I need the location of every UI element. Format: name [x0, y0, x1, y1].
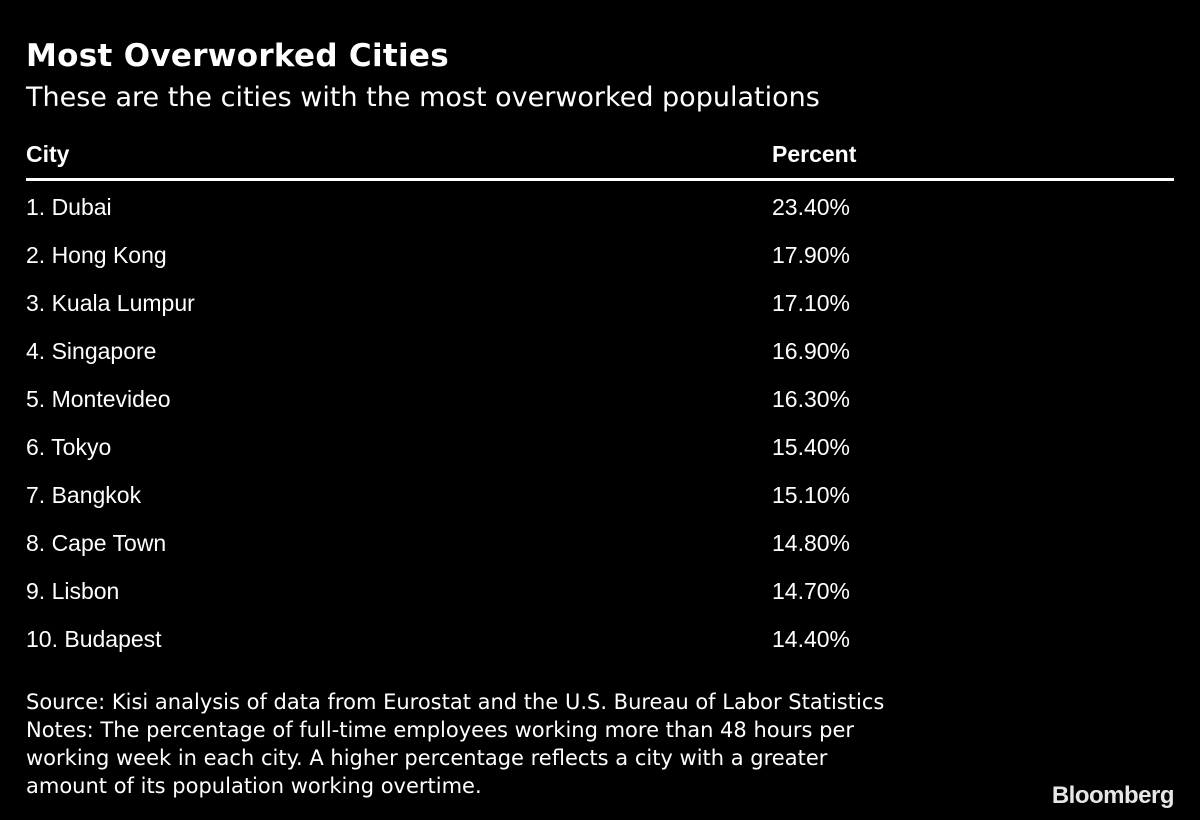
table-header: City Percent: [26, 134, 1174, 181]
chart-subtitle: These are the cities with the most overw…: [26, 82, 820, 113]
table-row: 9. Lisbon 14.70%: [26, 567, 1174, 615]
table-row: 8. Cape Town 14.80%: [26, 519, 1174, 567]
column-header-percent: Percent: [772, 141, 857, 167]
table-row: 1. Dubai 23.40%: [26, 183, 1174, 231]
percent-cell: 15.40%: [772, 434, 851, 460]
bloomberg-logo: Bloomberg: [1051, 782, 1175, 809]
notes-line: Notes: The percentage of full-time emplo…: [26, 718, 855, 742]
city-cell: 3. Kuala Lumpur: [26, 290, 195, 316]
percent-cell: 17.10%: [772, 290, 851, 316]
city-cell: 2. Hong Kong: [26, 242, 167, 268]
city-cell: 9. Lisbon: [26, 578, 120, 604]
table-body: 1. Dubai 23.40% 2. Hong Kong 17.90% 3. Kuala…: [26, 181, 1174, 711]
city-cell: 8. Cape Town: [26, 530, 167, 556]
source-note: Source: Kisi analysis of data from Euros…: [26, 690, 885, 714]
footnotes: Source: Kisi analysis of data from Euros…: [26, 688, 884, 800]
ranking-table: City Percent 1. Dubai 23.40% 2. Hong Kong 1…: [26, 134, 1174, 711]
table-row: 7. Bangkok 15.10%: [26, 471, 1174, 519]
column-header-city: City: [26, 141, 70, 167]
percent-cell: 16.30%: [772, 386, 851, 412]
table-row: 6. Tokyo 15.40%: [26, 423, 1174, 471]
city-cell: 5. Montevideo: [26, 386, 171, 412]
city-cell: 10. Budapest: [26, 626, 162, 652]
chart-title: Most Overworked Cities: [26, 38, 449, 74]
city-cell: 1. Dubai: [26, 194, 112, 220]
table-row: 2. Hong Kong 17.90%: [26, 231, 1174, 279]
table-row: 3. Kuala Lumpur 17.10%: [26, 279, 1174, 327]
percent-cell: 23.40%: [772, 194, 851, 220]
notes-line: amount of its population working overtim…: [26, 774, 482, 798]
city-cell: 6. Tokyo: [26, 434, 112, 460]
table-row: 5. Montevideo 16.30%: [26, 375, 1174, 423]
percent-cell: 16.90%: [772, 338, 851, 364]
percent-cell: 17.90%: [772, 242, 851, 268]
city-cell: 7. Bangkok: [26, 482, 142, 508]
city-cell: 4. Singapore: [26, 338, 157, 364]
percent-cell: 14.70%: [772, 578, 851, 604]
table-row: 4. Singapore 16.90%: [26, 327, 1174, 375]
percent-cell: 15.10%: [772, 482, 851, 508]
notes-line: working week in each city. A higher perc…: [26, 746, 828, 770]
table-row: 10. Budapest 14.40%: [26, 615, 1174, 663]
percent-cell: 14.40%: [772, 626, 851, 652]
percent-cell: 14.80%: [772, 530, 851, 556]
